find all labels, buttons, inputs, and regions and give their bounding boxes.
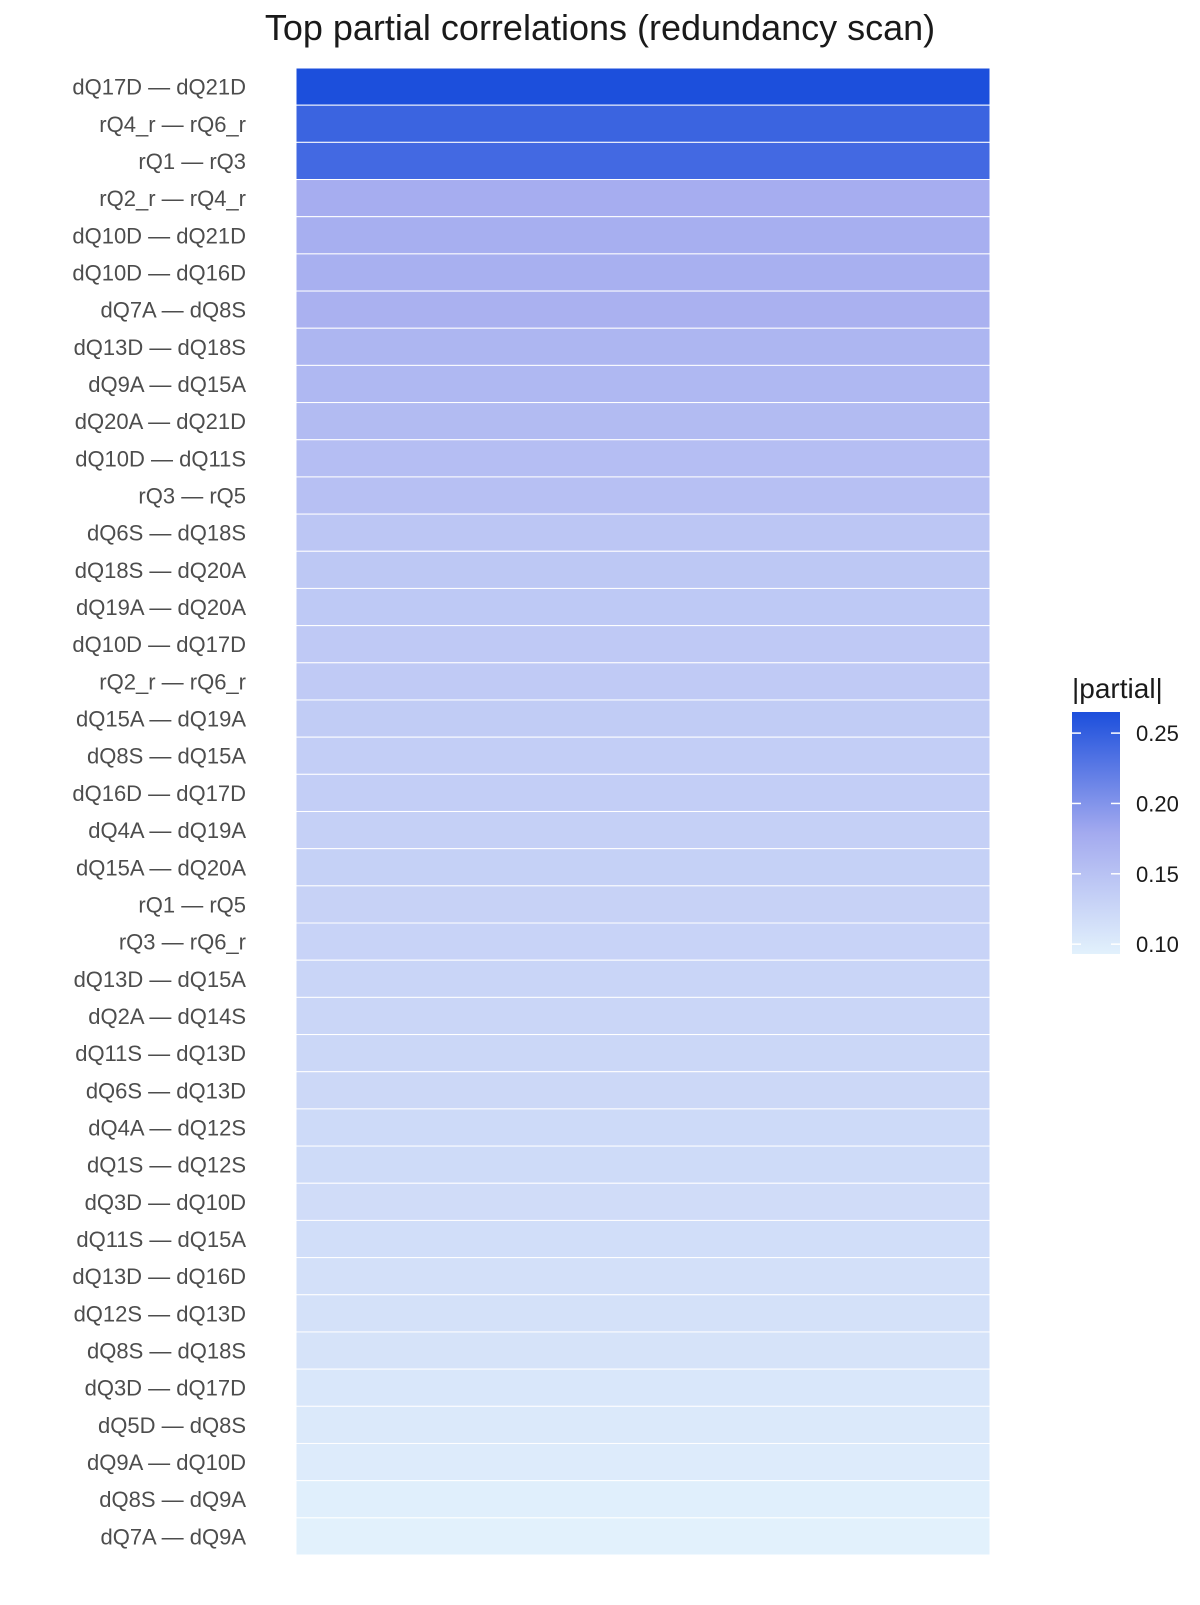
row-label: dQ11S — dQ13D	[75, 1041, 246, 1066]
legend-ticks: 0.10 0.15 0.20 0.25	[1072, 721, 1179, 957]
row-labels: dQ17D — dQ21D rQ4_r — rQ6_r rQ1 — rQ3 rQ2_r…	[72, 75, 246, 1550]
legend-tick-label: 0.25	[1136, 721, 1179, 746]
heatmap-cell	[295, 699, 991, 738]
heatmap-cell	[295, 1257, 991, 1296]
heatmap-cell	[295, 141, 991, 181]
heatmap-cell	[295, 1405, 991, 1444]
heatmap-cell	[295, 439, 991, 478]
heatmap-cell	[295, 327, 991, 366]
row-label: dQ13D — dQ15A	[74, 967, 247, 992]
row-label: dQ20A — dQ21D	[75, 409, 246, 434]
row-label: rQ1 — rQ3	[138, 149, 246, 174]
row-label: dQ5D — dQ8S	[98, 1413, 246, 1438]
color-legend: |partial| 0.10 0.15 0.20 0.25	[1072, 673, 1179, 957]
row-label: dQ8S — dQ9A	[99, 1487, 246, 1512]
heatmap-cell	[295, 364, 991, 404]
row-label: dQ11S — dQ15A	[76, 1227, 246, 1252]
row-label: dQ4A — dQ12S	[88, 1115, 246, 1140]
heatmap-cell	[295, 1517, 991, 1556]
row-label: dQ10D — dQ11S	[75, 446, 246, 471]
heatmap-cell	[295, 1442, 991, 1482]
heatmap-cell	[295, 922, 991, 961]
legend-color-bar	[1072, 712, 1120, 954]
heatmap-cell	[295, 104, 991, 143]
legend-tick-label: 0.10	[1136, 932, 1179, 957]
heatmap-cell	[295, 550, 991, 589]
heatmap-cell	[295, 67, 991, 106]
row-label: dQ15A — dQ20A	[76, 855, 246, 880]
row-label: rQ2_r — rQ4_r	[99, 186, 246, 211]
row-label: rQ1 — rQ5	[138, 892, 246, 917]
heatmap-cell	[295, 1182, 991, 1221]
row-label: dQ10D — dQ21D	[72, 223, 246, 248]
heatmap-cell	[295, 1331, 991, 1370]
row-label: dQ13D — dQ16D	[72, 1264, 246, 1289]
row-label: dQ8S — dQ15A	[87, 744, 246, 769]
heatmap-cell	[295, 848, 991, 887]
row-label: dQ15A — dQ19A	[76, 707, 246, 732]
heatmap-cell	[295, 1034, 991, 1073]
heatmap-cell	[295, 1294, 991, 1333]
row-label: dQ17D — dQ21D	[72, 75, 246, 100]
row-label: dQ10D — dQ17D	[72, 632, 246, 657]
row-label: rQ3 — rQ5	[138, 484, 246, 509]
row-label: dQ6S — dQ13D	[86, 1078, 246, 1103]
row-label: dQ7A — dQ9A	[100, 1524, 246, 1549]
row-label: dQ8S — dQ18S	[87, 1339, 246, 1364]
legend-title: |partial|	[1072, 673, 1163, 704]
row-label: dQ9A — dQ15A	[88, 372, 246, 397]
heatmap-cell	[295, 290, 991, 329]
heatmap-cell	[295, 1071, 991, 1110]
legend-tick-label: 0.15	[1136, 862, 1179, 887]
heatmap-cell	[295, 1108, 991, 1147]
row-label: dQ4A — dQ19A	[88, 818, 246, 843]
heatmap-cell	[295, 1145, 991, 1184]
row-label: dQ7A — dQ8S	[100, 298, 246, 323]
heatmap-cell	[295, 773, 991, 812]
row-label: dQ2A — dQ14S	[88, 1004, 246, 1029]
heatmap-cell	[295, 216, 991, 255]
row-label: dQ1S — dQ12S	[87, 1153, 246, 1178]
row-label: dQ16D — dQ17D	[72, 781, 246, 806]
row-label: rQ3 — rQ6_r	[119, 930, 246, 955]
heatmap-cell	[295, 811, 991, 850]
heatmap-cell	[295, 402, 991, 441]
heatmap-cell	[295, 885, 991, 924]
row-label: dQ6S — dQ18S	[87, 521, 246, 546]
heatmap-cell	[295, 662, 991, 701]
row-label: dQ18S — dQ20A	[75, 558, 247, 583]
row-label: dQ19A — dQ20A	[76, 595, 246, 620]
heatmap-cell	[295, 996, 991, 1036]
row-label: dQ10D — dQ16D	[72, 260, 246, 285]
heatmap-cell	[295, 1480, 991, 1519]
heatmap-cell	[295, 253, 991, 292]
legend-tick-label: 0.20	[1136, 791, 1179, 816]
row-label: rQ2_r — rQ6_r	[99, 669, 246, 694]
heatmap-cell	[295, 1368, 991, 1407]
heatmap-cell	[295, 179, 991, 218]
heatmap-cell	[295, 959, 991, 998]
heatmap-cell	[295, 625, 991, 664]
heatmap-cell	[295, 476, 991, 515]
row-label: dQ3D — dQ10D	[85, 1190, 246, 1215]
row-label: rQ4_r — rQ6_r	[99, 112, 246, 137]
row-label: dQ13D — dQ18S	[74, 335, 246, 360]
row-label: dQ12S — dQ13D	[74, 1301, 246, 1326]
heatmap-rows	[295, 67, 991, 1556]
heatmap-cell	[295, 587, 991, 627]
row-label: dQ3D — dQ17D	[85, 1376, 246, 1401]
heatmap-cell	[295, 513, 991, 552]
heatmap-cell	[295, 1219, 991, 1259]
heatmap-cell	[295, 736, 991, 775]
chart-title: Top partial correlations (redundancy sca…	[265, 7, 935, 48]
row-label: dQ9A — dQ10D	[87, 1450, 246, 1475]
